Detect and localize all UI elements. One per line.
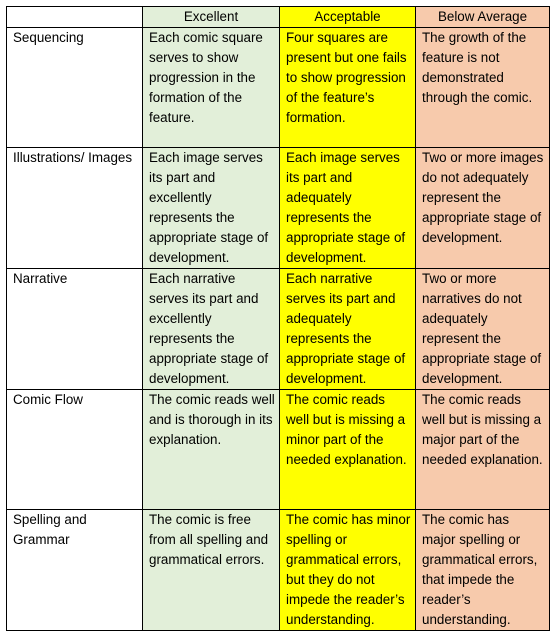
rubric-cell: Two or more narratives do not adequately…	[415, 268, 550, 390]
criterion-label: Narrative	[6, 268, 143, 390]
criterion-row: Spelling and Grammar The comic is free fr…	[6, 509, 550, 631]
column-header: Excellent	[142, 6, 280, 28]
table-body: Excellent Acceptable Below Average Sequenci…	[6, 6, 550, 631]
column-header: Acceptable	[279, 6, 416, 28]
criterion-label: Spelling and Grammar	[6, 509, 143, 631]
criterion-row: Comic Flow The comic reads well and is th…	[6, 389, 550, 510]
column-header: Below Average	[415, 6, 550, 28]
rubric-cell: The comic has minor spelling or grammati…	[279, 509, 416, 631]
rubric-cell: Two or more images do not adequately rep…	[415, 147, 550, 269]
rubric-table: Excellent Acceptable Below Average Sequenci…	[6, 6, 550, 631]
criterion-label: Comic Flow	[6, 389, 143, 510]
criterion-row: Illustrations/ Images Each image serves i…	[6, 147, 550, 269]
rubric-cell: The comic has major spelling or grammati…	[415, 509, 550, 631]
criterion-row: Narrative Each narrative serves its part …	[6, 268, 550, 390]
criterion-label: Sequencing	[6, 27, 143, 148]
corner-cell	[6, 6, 143, 28]
rubric-cell: Each narrative serves its part and excel…	[142, 268, 280, 390]
rubric-cell: Each image serves its part and excellent…	[142, 147, 280, 269]
rubric-cell: Each narrative serves its part and adequ…	[279, 268, 416, 390]
rubric-cell: Each comic square serves to show progres…	[142, 27, 280, 148]
criterion-label: Illustrations/ Images	[6, 147, 143, 269]
rubric-cell: The comic reads well and is thorough in …	[142, 389, 280, 510]
rubric-cell: The comic reads well but is missing a mi…	[279, 389, 416, 510]
rubric-cell: The comic reads well but is missing a ma…	[415, 389, 550, 510]
rubric-cell: Each image serves its part and adequatel…	[279, 147, 416, 269]
rubric-cell: The comic is free from all spelling and …	[142, 509, 280, 631]
header-row: Excellent Acceptable Below Average	[6, 6, 550, 28]
rubric-cell: Four squares are present but one fails t…	[279, 27, 416, 148]
criterion-row: Sequencing Each comic square serves to sh…	[6, 27, 550, 148]
rubric-cell: The growth of the feature is not demonst…	[415, 27, 550, 148]
